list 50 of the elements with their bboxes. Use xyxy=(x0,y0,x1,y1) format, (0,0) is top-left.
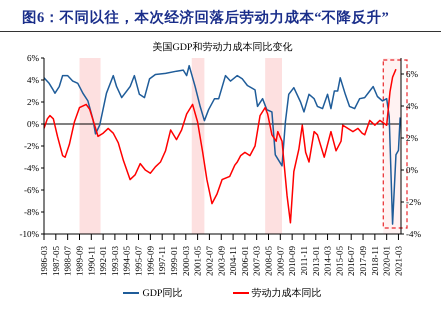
x-tick-label: 2015-05 xyxy=(334,246,344,276)
x-tick-label: 2016-07 xyxy=(346,246,356,276)
x-tick-label: 1995-07 xyxy=(134,246,144,276)
y-tick-label: -6% xyxy=(24,185,40,196)
y-tick-label: 4% xyxy=(27,75,40,86)
x-tick-label: 2002-07 xyxy=(204,246,214,276)
y2-tick-label: 0% xyxy=(406,165,418,176)
x-tick-label: 2004-11 xyxy=(228,246,238,276)
x-tick-label: 1987-05 xyxy=(50,246,61,276)
x-tick-label: 2017-09 xyxy=(358,246,368,276)
y2-tick-label: -4% xyxy=(406,229,422,240)
x-tick-label: 2014-03 xyxy=(322,246,333,276)
x-tick-label: 1992-01 xyxy=(98,246,108,276)
x-tick-label: 2000-03 xyxy=(180,246,191,276)
y-tick-label: 2% xyxy=(27,97,40,108)
chart-subtitle: 美国GDP和劳动力成本同比变化 xyxy=(151,40,294,54)
y2-tick-label: 2% xyxy=(406,133,418,144)
x-tick-label: 1994-05 xyxy=(122,246,132,276)
x-tick-label: 2021-03 xyxy=(393,246,404,276)
x-tick-label: 2018-11 xyxy=(370,246,380,276)
chart-title: 图6：不同以往，本次经济回落后劳动力成本“不降反升” xyxy=(0,0,441,32)
x-tick-label: 1996-09 xyxy=(145,246,156,276)
y-tick-label: -4% xyxy=(24,163,40,174)
x-tick-label: 1997-11 xyxy=(157,246,168,276)
x-tick-label: 1986-03 xyxy=(39,246,49,276)
x-tick-label: 2013-01 xyxy=(310,246,321,276)
x-tick-label: 2003-09 xyxy=(216,246,226,276)
x-tick-label: 2006-01 xyxy=(240,246,250,276)
x-tick-label: 2008-05 xyxy=(263,246,274,276)
x-tick-label: 1988-07 xyxy=(62,246,73,276)
y-tick-label: -10% xyxy=(20,229,40,240)
x-tick-label: 2007-03 xyxy=(252,246,262,276)
legend-label: GDP同比 xyxy=(142,286,182,300)
y-tick-label: 6% xyxy=(27,53,40,64)
x-tick-label: 1989-09 xyxy=(74,246,84,276)
x-tick-label: 2001-05 xyxy=(192,246,203,276)
y2-tick-label: 6% xyxy=(406,69,418,80)
x-tick-label: 2009-07 xyxy=(275,246,286,276)
y-tick-label: -2% xyxy=(24,141,40,152)
x-tick-label: 1990-11 xyxy=(86,246,96,276)
x-tick-label: 2020-01 xyxy=(382,246,392,276)
y-tick-label: -8% xyxy=(24,207,40,218)
legend-label: 劳动力成本同比 xyxy=(252,286,322,300)
x-tick-label: 2010-09 xyxy=(287,246,298,276)
x-tick-label: 1993-03 xyxy=(110,246,120,276)
x-tick-label: 2011-11 xyxy=(298,246,309,276)
x-tick-label: 1999-01 xyxy=(169,246,180,276)
y2-tick-label: -2% xyxy=(406,197,422,208)
y-tick-label: 0% xyxy=(27,119,40,130)
y2-tick-label: 4% xyxy=(406,101,418,112)
